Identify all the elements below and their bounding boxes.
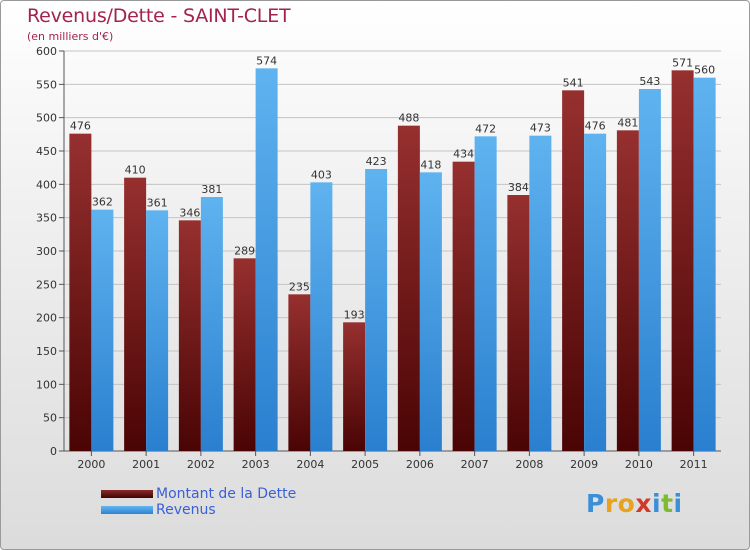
logo-letter: t bbox=[661, 489, 674, 518]
bars-layer bbox=[69, 68, 716, 452]
logo-letter: i bbox=[673, 489, 683, 518]
bar-revenus bbox=[584, 133, 607, 451]
logo-letter: o bbox=[617, 489, 636, 518]
value-label-revenus: 403 bbox=[311, 168, 332, 181]
y-tick-label: 600 bbox=[36, 45, 57, 58]
proxiti-logo: Proxiti bbox=[586, 489, 683, 518]
value-label-dette: 571 bbox=[672, 56, 693, 69]
bar-dette bbox=[507, 195, 530, 451]
value-label-revenus: 381 bbox=[201, 183, 222, 196]
value-label-dette: 488 bbox=[398, 112, 419, 125]
axis-layer: 0 50 100 150 200 250 300 350 400 450 500 550 600 2000… bbox=[36, 45, 721, 471]
bar-dette bbox=[397, 125, 420, 452]
grid-layer bbox=[64, 50, 721, 419]
bar-dette bbox=[233, 258, 256, 451]
value-label-dette: 346 bbox=[179, 206, 200, 219]
x-tick-label: 2009 bbox=[570, 458, 598, 471]
bar-revenus bbox=[693, 77, 716, 452]
bar-revenus bbox=[474, 136, 497, 452]
logo-letter: P bbox=[586, 489, 605, 518]
y-tick-label: 400 bbox=[36, 178, 57, 191]
y-tick-label: 250 bbox=[36, 278, 57, 291]
bar-dette bbox=[562, 90, 585, 451]
value-label-revenus: 362 bbox=[92, 196, 113, 209]
value-label-dette: 481 bbox=[617, 116, 638, 129]
value-label-dette: 193 bbox=[344, 308, 365, 321]
x-tick-label: 2002 bbox=[187, 458, 215, 471]
bar-revenus bbox=[146, 210, 169, 451]
legend-label-revenus: Revenus bbox=[156, 502, 216, 518]
logo-letter: i bbox=[652, 489, 662, 518]
y-tick-label: 150 bbox=[36, 345, 57, 358]
legend-label-dette: Montant de la Dette bbox=[156, 486, 297, 502]
y-tick-label: 350 bbox=[36, 212, 57, 225]
bar-revenus bbox=[91, 209, 114, 451]
logo-letter: x bbox=[635, 489, 652, 518]
bar-dette bbox=[616, 130, 639, 452]
bar-dette bbox=[452, 161, 475, 451]
value-label-revenus: 560 bbox=[694, 64, 715, 77]
bar-revenus bbox=[365, 169, 388, 451]
value-label-dette: 476 bbox=[70, 120, 91, 133]
bar-dette bbox=[288, 294, 311, 451]
value-label-revenus: 543 bbox=[639, 75, 660, 88]
value-label-revenus: 574 bbox=[256, 54, 277, 67]
value-label-revenus: 423 bbox=[366, 155, 387, 168]
bar-revenus bbox=[310, 182, 333, 452]
x-tick-label: 2004 bbox=[296, 458, 324, 471]
x-tick-label: 2007 bbox=[461, 458, 489, 471]
y-tick-label: 100 bbox=[36, 378, 57, 391]
bar-dette bbox=[178, 220, 201, 451]
y-tick-label: 0 bbox=[50, 445, 57, 458]
value-label-revenus: 418 bbox=[420, 158, 441, 171]
chart-title: Revenus/Dette - SAINT-CLET bbox=[27, 5, 291, 27]
x-tick-label: 2005 bbox=[351, 458, 379, 471]
x-tick-label: 2001 bbox=[132, 458, 160, 471]
value-label-revenus: 473 bbox=[530, 122, 551, 135]
legend-swatch-dette bbox=[101, 490, 153, 498]
value-label-dette: 235 bbox=[289, 280, 310, 293]
bar-dette bbox=[124, 177, 147, 451]
bar-dette bbox=[69, 133, 92, 451]
value-label-dette: 410 bbox=[125, 164, 146, 177]
y-tick-label: 500 bbox=[36, 112, 57, 125]
y-tick-label: 200 bbox=[36, 312, 57, 325]
logo-letter: r bbox=[604, 489, 618, 518]
bar-revenus bbox=[419, 172, 442, 452]
value-label-dette: 289 bbox=[234, 244, 255, 257]
y-tick-label: 50 bbox=[43, 412, 57, 425]
x-tick-label: 2003 bbox=[242, 458, 270, 471]
value-label-revenus: 361 bbox=[147, 196, 168, 209]
y-tick-label: 300 bbox=[36, 245, 57, 258]
x-tick-label: 2010 bbox=[625, 458, 653, 471]
x-tick-label: 2011 bbox=[680, 458, 708, 471]
value-label-dette: 434 bbox=[453, 148, 474, 161]
x-tick-label: 2000 bbox=[77, 458, 105, 471]
y-tick-label: 450 bbox=[36, 145, 57, 158]
x-tick-label: 2008 bbox=[515, 458, 543, 471]
bar-dette bbox=[343, 322, 366, 451]
value-label-dette: 384 bbox=[508, 181, 529, 194]
bar-revenus bbox=[200, 197, 223, 451]
x-tick-label: 2006 bbox=[406, 458, 434, 471]
chart-subtitle: (en milliers d'€) bbox=[27, 30, 114, 43]
value-label-revenus: 476 bbox=[585, 120, 606, 133]
bar-revenus bbox=[638, 89, 661, 451]
value-label-revenus: 472 bbox=[475, 122, 496, 135]
bar-dette bbox=[671, 70, 694, 451]
y-tick-label: 550 bbox=[36, 78, 57, 91]
bar-revenus bbox=[255, 68, 278, 451]
legend-swatch-revenus bbox=[101, 506, 153, 514]
bar-revenus bbox=[529, 135, 552, 451]
value-label-dette: 541 bbox=[563, 76, 584, 89]
